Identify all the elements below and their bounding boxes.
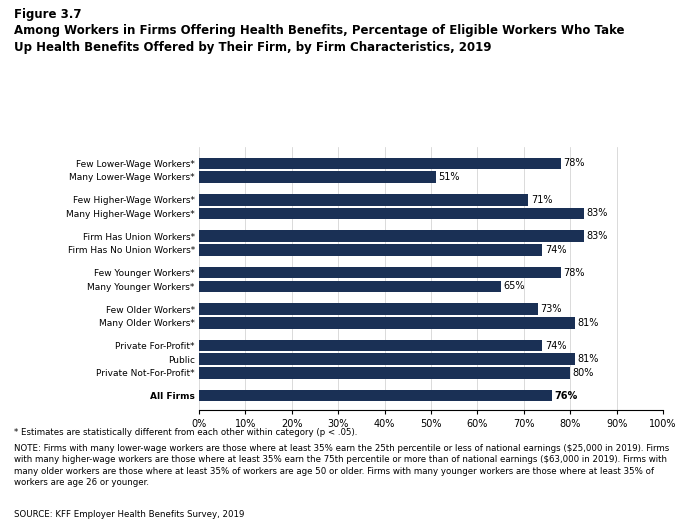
Text: Figure 3.7: Figure 3.7 [14, 8, 82, 21]
Bar [199, 171, 436, 183]
Bar [199, 280, 500, 292]
Bar [199, 340, 542, 351]
Bar [199, 367, 570, 379]
Text: 51%: 51% [438, 172, 459, 182]
Bar [199, 390, 551, 402]
Text: 81%: 81% [577, 354, 599, 364]
Text: 65%: 65% [503, 281, 524, 291]
Text: Among Workers in Firms Offering Health Benefits, Percentage of Eligible Workers : Among Workers in Firms Offering Health B… [14, 24, 625, 54]
Text: 81%: 81% [577, 318, 599, 328]
Text: 78%: 78% [563, 159, 585, 169]
Text: 78%: 78% [563, 268, 585, 278]
Text: NOTE: Firms with many lower-wage workers are those where at least 35% earn the 2: NOTE: Firms with many lower-wage workers… [14, 444, 669, 487]
Bar [199, 194, 528, 205]
Bar [199, 317, 575, 329]
Text: * Estimates are statistically different from each other within category (p < .05: * Estimates are statistically different … [14, 428, 357, 437]
Bar [199, 267, 561, 278]
Bar [199, 244, 542, 256]
Bar [199, 353, 575, 365]
Text: 74%: 74% [544, 245, 566, 255]
Text: 83%: 83% [586, 231, 608, 241]
Bar [199, 208, 584, 219]
Bar [199, 230, 584, 242]
Text: 73%: 73% [540, 304, 562, 314]
Text: 76%: 76% [554, 391, 577, 401]
Text: 83%: 83% [586, 208, 608, 218]
Text: 74%: 74% [544, 341, 566, 351]
Bar [199, 303, 537, 315]
Text: SOURCE: KFF Employer Health Benefits Survey, 2019: SOURCE: KFF Employer Health Benefits Sur… [14, 510, 244, 519]
Text: 71%: 71% [530, 195, 552, 205]
Bar [199, 158, 561, 169]
Text: 80%: 80% [572, 368, 594, 378]
